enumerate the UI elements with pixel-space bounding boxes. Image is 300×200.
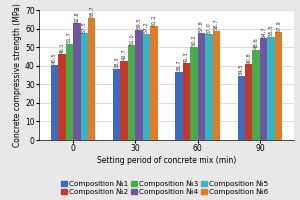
Bar xyxy=(275,32,282,140)
Text: 62.8: 62.8 xyxy=(74,11,79,23)
Bar xyxy=(65,44,73,140)
Text: 51.7: 51.7 xyxy=(67,32,72,43)
Bar xyxy=(268,37,275,140)
Bar xyxy=(175,72,183,140)
Legend: Composition №1, Composition №2, Composition №3, Composition №4, Composition №5, : Composition №1, Composition №2, Composit… xyxy=(60,179,270,196)
Bar xyxy=(198,33,205,140)
Text: 36.7: 36.7 xyxy=(176,60,181,71)
Text: 65.7: 65.7 xyxy=(89,6,94,17)
Bar xyxy=(150,26,158,140)
Bar xyxy=(190,47,198,140)
Text: 57.9: 57.9 xyxy=(276,20,281,32)
Text: 51.0: 51.0 xyxy=(129,33,134,45)
Bar xyxy=(120,61,128,140)
Bar xyxy=(183,63,190,140)
Text: 61.2: 61.2 xyxy=(152,14,157,26)
Bar xyxy=(51,65,58,140)
Bar xyxy=(253,50,260,140)
Text: 40.8: 40.8 xyxy=(246,52,251,64)
Text: 48.6: 48.6 xyxy=(254,37,259,49)
Bar xyxy=(58,54,65,140)
Bar xyxy=(113,69,120,140)
Text: 38.3: 38.3 xyxy=(114,57,119,68)
Bar xyxy=(245,64,253,140)
Text: 40.5: 40.5 xyxy=(52,52,57,64)
Bar xyxy=(88,18,95,140)
Bar xyxy=(80,33,88,140)
Text: 57.8: 57.8 xyxy=(199,20,204,32)
Bar xyxy=(238,76,245,140)
X-axis label: Setting period of concrete mix (min): Setting period of concrete mix (min) xyxy=(97,156,236,165)
Text: 46.1: 46.1 xyxy=(59,42,64,54)
Text: 50.2: 50.2 xyxy=(191,34,196,46)
Text: 59.5: 59.5 xyxy=(136,17,142,29)
Text: 42.7: 42.7 xyxy=(122,48,127,60)
Text: 55.5: 55.5 xyxy=(269,25,274,36)
Text: 58.7: 58.7 xyxy=(214,19,219,30)
Bar xyxy=(213,31,220,140)
Y-axis label: Concrete compressive strength (MPa): Concrete compressive strength (MPa) xyxy=(13,3,22,147)
Text: 57.5: 57.5 xyxy=(82,21,87,33)
Bar xyxy=(128,45,135,140)
Text: 34.5: 34.5 xyxy=(239,64,244,75)
Bar xyxy=(260,38,268,140)
Bar xyxy=(135,29,143,140)
Bar xyxy=(73,23,80,140)
Text: 57.0: 57.0 xyxy=(206,22,211,34)
Bar xyxy=(143,34,150,140)
Text: 54.7: 54.7 xyxy=(261,26,266,38)
Bar xyxy=(205,34,213,140)
Text: 57.2: 57.2 xyxy=(144,21,149,33)
Text: 41.3: 41.3 xyxy=(184,51,189,63)
